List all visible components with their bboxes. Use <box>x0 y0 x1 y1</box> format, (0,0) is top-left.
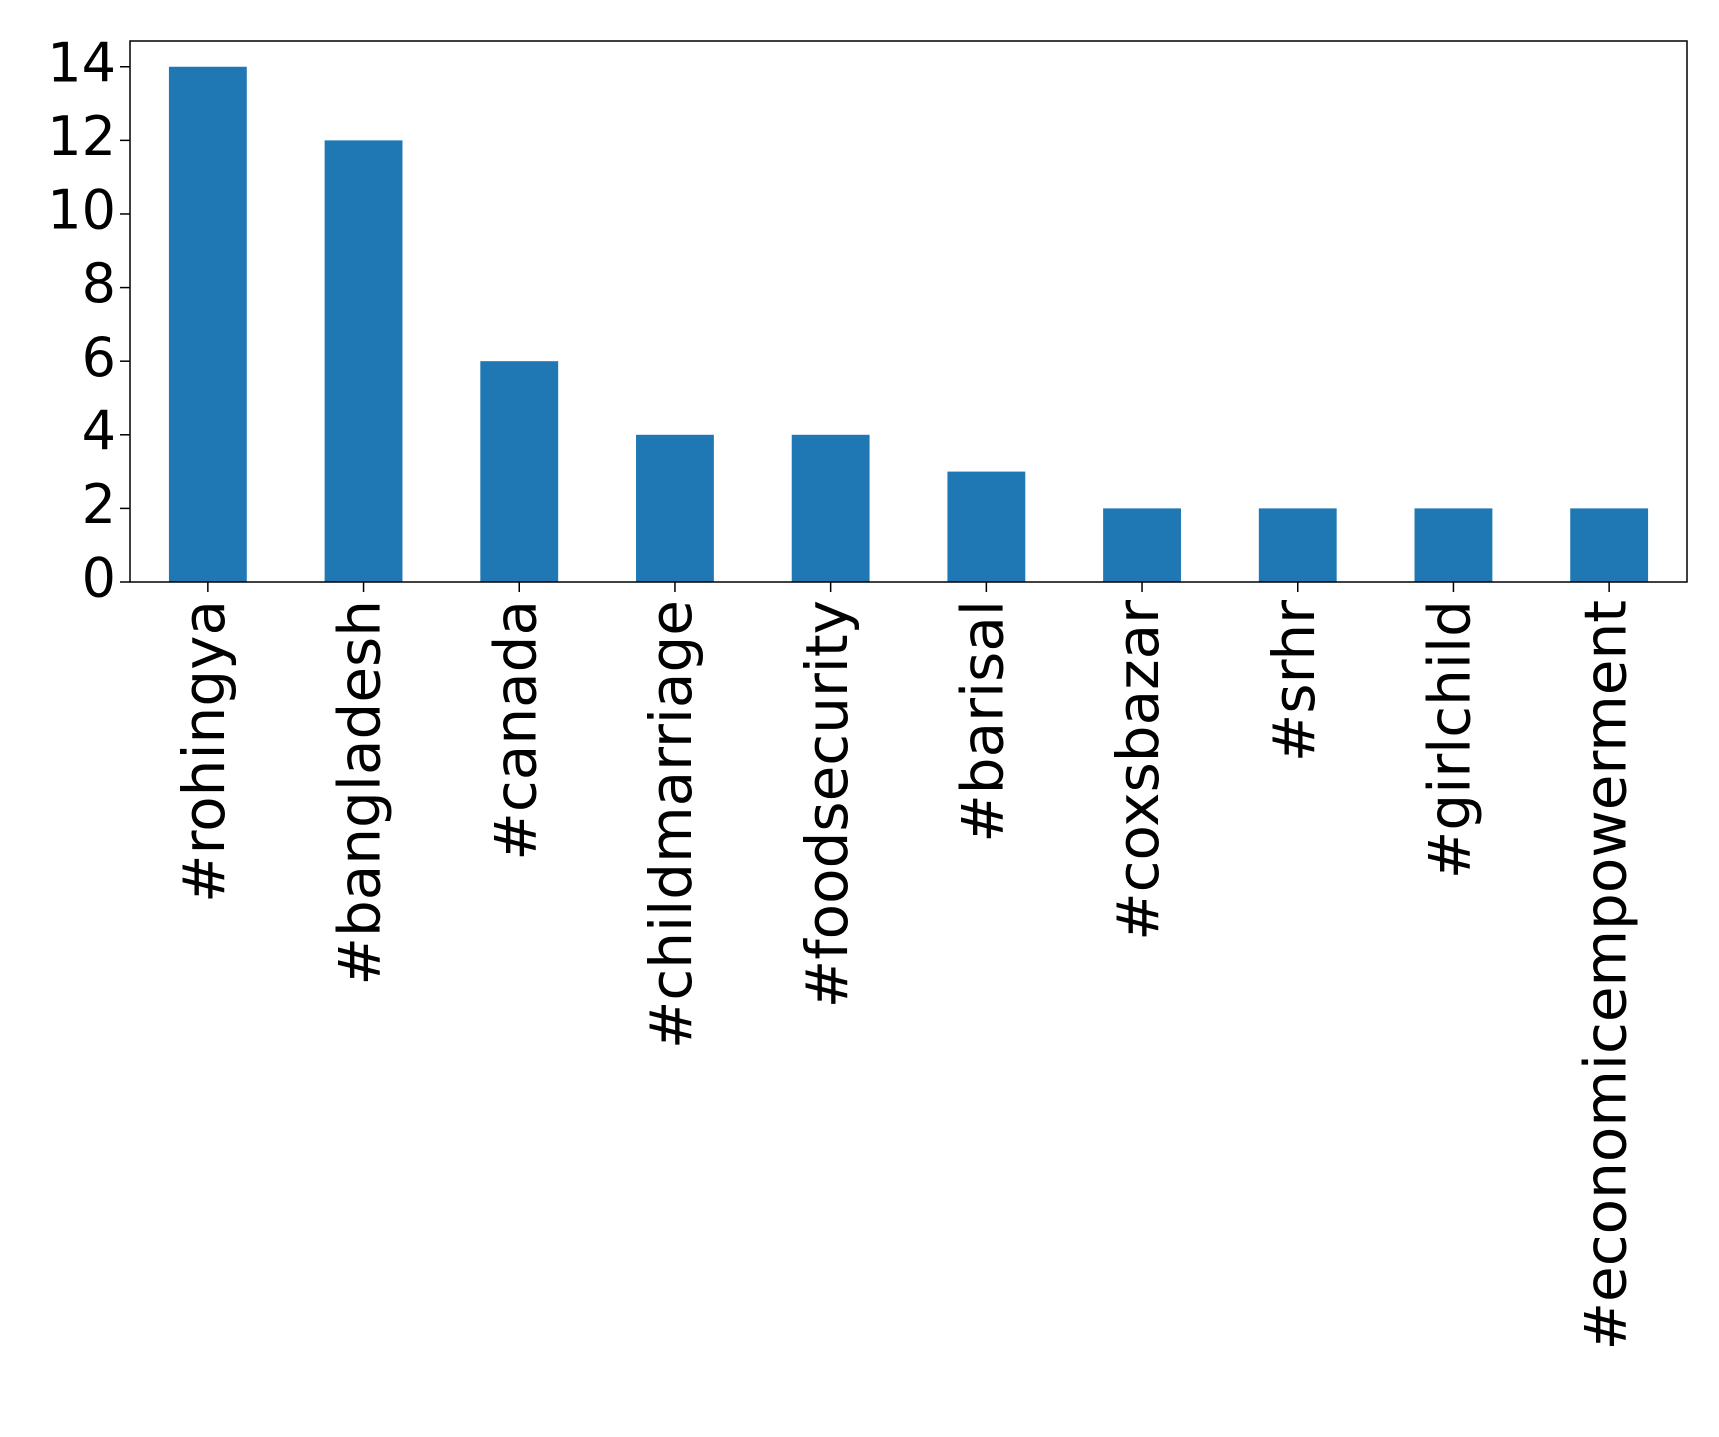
y-tick-label: 14 <box>47 31 116 94</box>
bar <box>324 140 403 582</box>
bar <box>1570 508 1649 582</box>
bar <box>636 434 714 582</box>
x-tick-label: #barisal <box>948 600 1016 843</box>
bar <box>480 361 559 582</box>
x-tick-label: #canada <box>481 600 549 861</box>
bar <box>1258 508 1337 582</box>
bar <box>791 434 870 582</box>
x-tick-label: #economicempowerment <box>1571 600 1639 1351</box>
x-tick-label: #coxsbazar <box>1104 600 1172 941</box>
y-tick-label: 10 <box>47 179 116 242</box>
x-tick-label: #srhr <box>1260 600 1328 762</box>
bar <box>1103 508 1181 582</box>
y-tick-label: 8 <box>82 252 116 315</box>
x-tick-label: #rohingya <box>170 600 238 903</box>
plot-frame <box>129 40 1688 583</box>
y-tick-label: 0 <box>82 547 116 610</box>
x-tick-label: #foodsecurity <box>793 600 861 1008</box>
x-tick-label: #bangladesh <box>326 600 394 986</box>
x-tick-label: #childmarriage <box>637 600 705 1049</box>
bar <box>947 471 1026 582</box>
x-tick-label: #girlchild <box>1416 600 1484 879</box>
bar <box>1414 508 1493 582</box>
y-tick-label: 6 <box>82 326 116 389</box>
bar <box>168 66 247 582</box>
y-tick-label: 12 <box>47 105 116 168</box>
y-tick-label: 4 <box>82 399 116 462</box>
y-tick-label: 2 <box>82 473 116 536</box>
